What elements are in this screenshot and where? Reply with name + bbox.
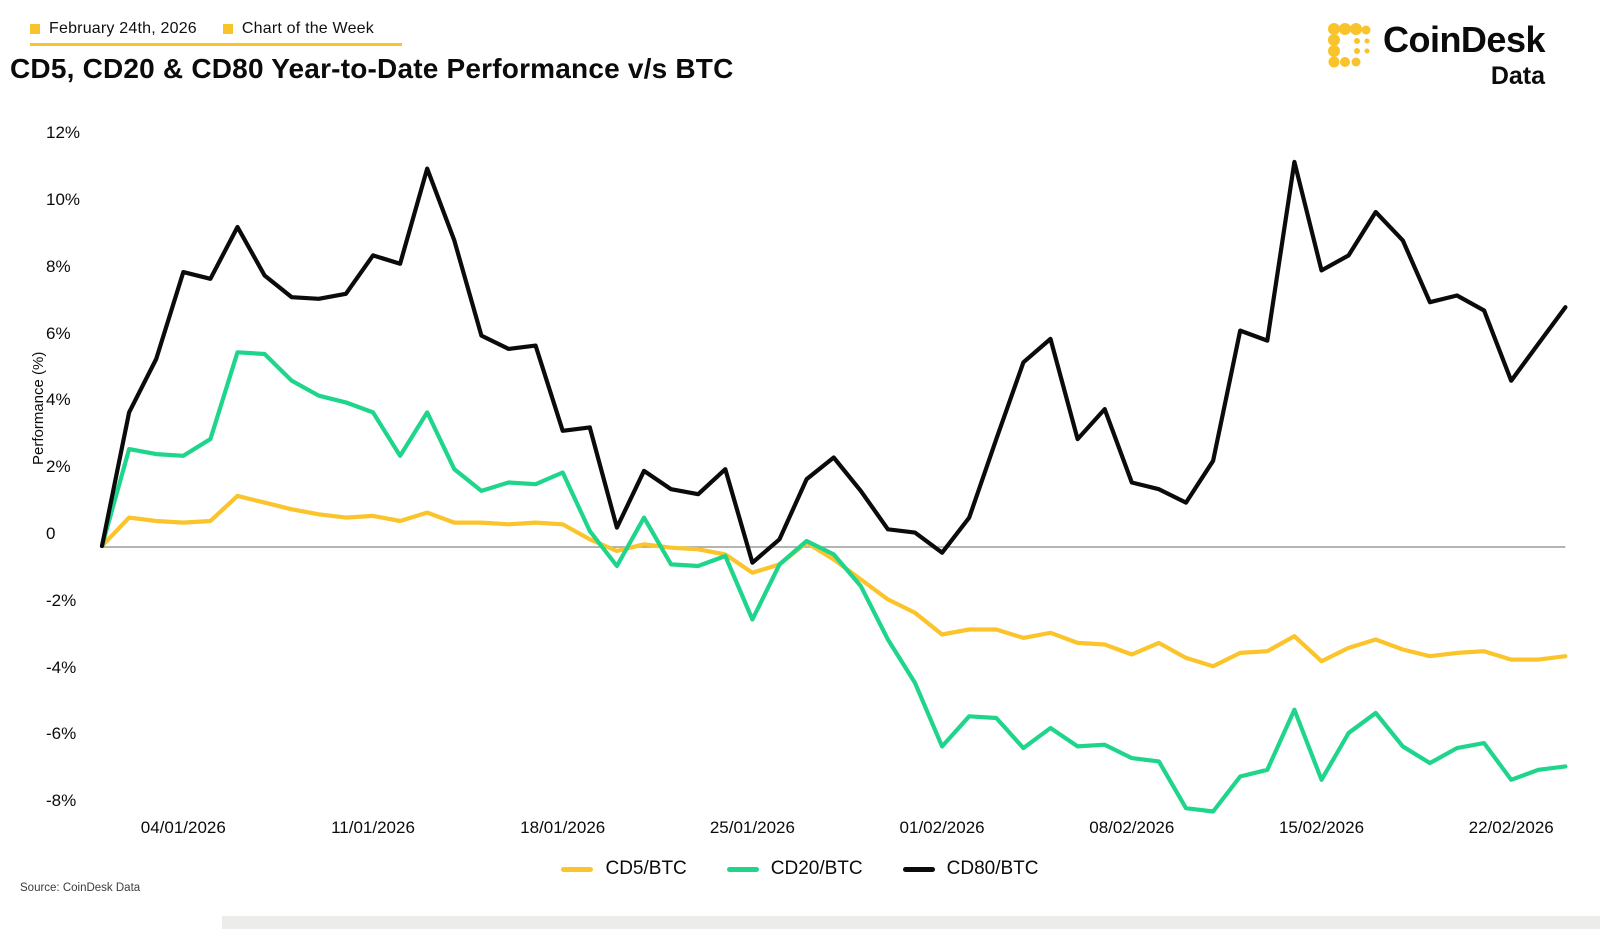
header-underline bbox=[30, 43, 402, 46]
series-line-cd80-btc bbox=[99, 159, 1568, 565]
y-tick-label: 0 bbox=[46, 524, 56, 543]
x-tick-label: 04/01/2026 bbox=[140, 818, 226, 837]
yellow-square-icon bbox=[30, 24, 40, 34]
legend-item-cd20-btc: CD20/BTC bbox=[726, 858, 863, 880]
bottom-scroll-bar bbox=[222, 916, 1600, 929]
y-tick-label: -2% bbox=[46, 590, 77, 610]
header-date-label: February 24th, 2026 bbox=[49, 20, 197, 37]
y-tick-label: -4% bbox=[46, 657, 77, 677]
x-tick-label: 22/02/2026 bbox=[1468, 818, 1554, 837]
legend-label: CD20/BTC bbox=[770, 858, 863, 879]
legend-label: CD80/BTC bbox=[946, 858, 1039, 879]
y-tick-label: 8% bbox=[46, 256, 71, 276]
logo-brand: CoinDesk bbox=[1382, 19, 1546, 60]
x-tick-label: 01/02/2026 bbox=[899, 818, 985, 837]
y-axis-label: Performance (%) bbox=[30, 351, 47, 465]
page-title: CD5, CD20 & CD80 Year-to-Date Performanc… bbox=[10, 53, 734, 84]
y-tick-label: 2% bbox=[46, 457, 71, 477]
y-tick-label: 12% bbox=[46, 123, 81, 143]
header-series-label: Chart of the Week bbox=[241, 20, 374, 37]
legend-item-cd80-btc: CD80/BTC bbox=[902, 858, 1039, 880]
coindesk-logo: CoinDesk Data bbox=[1327, 19, 1546, 90]
series-line-cd5-btc bbox=[99, 493, 1568, 669]
legend-label: CD5/BTC bbox=[605, 858, 687, 879]
y-tick-label: 6% bbox=[46, 323, 71, 343]
yellow-square-icon bbox=[222, 24, 233, 34]
y-tick-label: -6% bbox=[46, 724, 77, 744]
page-header: February 24th, 2026 Chart of the Week bbox=[30, 20, 374, 38]
x-tick-label: 08/02/2026 bbox=[1089, 818, 1175, 837]
x-tick-label: 11/01/2026 bbox=[331, 818, 415, 837]
series-line-cd20-btc bbox=[99, 350, 1568, 814]
y-tick-label: 4% bbox=[46, 390, 71, 410]
source-note: Source: CoinDesk Data bbox=[20, 882, 141, 894]
header-series: Chart of the Week bbox=[222, 20, 374, 38]
y-tick-label: -8% bbox=[46, 791, 77, 811]
x-tick-label: 18/01/2026 bbox=[520, 818, 606, 837]
y-tick-label: 10% bbox=[46, 190, 81, 209]
legend-item-cd5-btc: CD5/BTC bbox=[561, 858, 687, 880]
x-tick-label: 15/02/2026 bbox=[1278, 818, 1365, 837]
logo-sub: Data bbox=[1490, 62, 1545, 90]
legend-dash-icon bbox=[561, 866, 594, 872]
x-tick-label: 25/01/2026 bbox=[709, 818, 795, 837]
coindesk-logo-text: CoinDesk Data bbox=[1382, 19, 1546, 90]
coindesk-logo-icon bbox=[1327, 23, 1371, 68]
chart-legend: CD5/BTC CD20/BTC CD80/BTC bbox=[0, 858, 1600, 880]
legend-dash-icon bbox=[902, 866, 935, 872]
legend-dash-icon bbox=[726, 866, 759, 872]
header-date: February 24th, 2026 bbox=[30, 20, 197, 38]
